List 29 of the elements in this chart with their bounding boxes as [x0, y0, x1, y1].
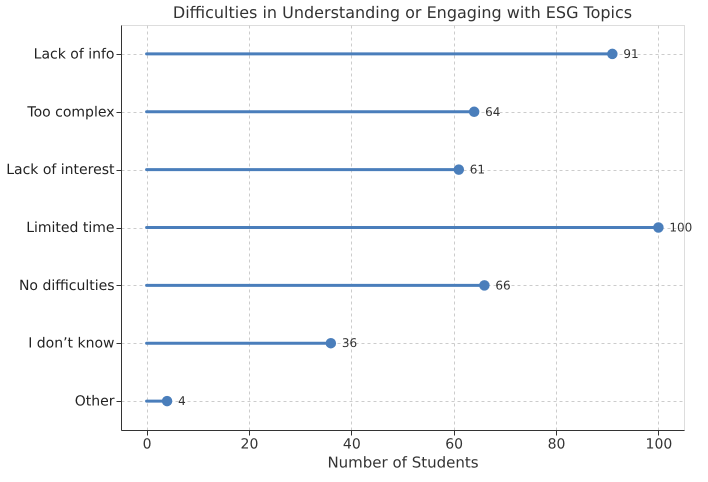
x-tick-label: 40: [342, 436, 361, 452]
data-label: 66: [495, 278, 511, 292]
data-label: 61: [470, 162, 486, 177]
data-label: 36: [342, 336, 358, 350]
x-axis-title: Number of Students: [327, 454, 479, 472]
x-tick-label: 0: [142, 436, 152, 452]
point: [454, 164, 464, 175]
y-tick-label: Too complex: [26, 104, 114, 120]
y-tick-label: I don’t know: [28, 336, 114, 352]
x-tick-label: 20: [240, 436, 258, 452]
chart-title: Difficulties in Understanding or Engaging with ESG Topics: [172, 3, 632, 22]
point: [607, 48, 618, 60]
data-label: 100: [669, 220, 692, 234]
point: [468, 106, 480, 118]
data-label: 91: [623, 46, 639, 61]
y-tick-label: Lack of info: [34, 46, 114, 62]
point: [653, 222, 664, 233]
x-tick-label: 80: [548, 436, 566, 452]
y-tick-label: Other: [74, 394, 115, 410]
data-label: 4: [178, 394, 186, 408]
point: [326, 338, 336, 348]
data-label: 64: [485, 104, 500, 119]
x-tick-label: 60: [445, 436, 464, 452]
x-tick-label: 100: [646, 436, 672, 452]
point: [162, 396, 172, 406]
y-tick-label: No difficulties: [18, 278, 114, 294]
y-tick-label: Limited time: [26, 220, 114, 236]
y-tick-label: Lack of interest: [6, 162, 115, 178]
point: [479, 280, 490, 291]
